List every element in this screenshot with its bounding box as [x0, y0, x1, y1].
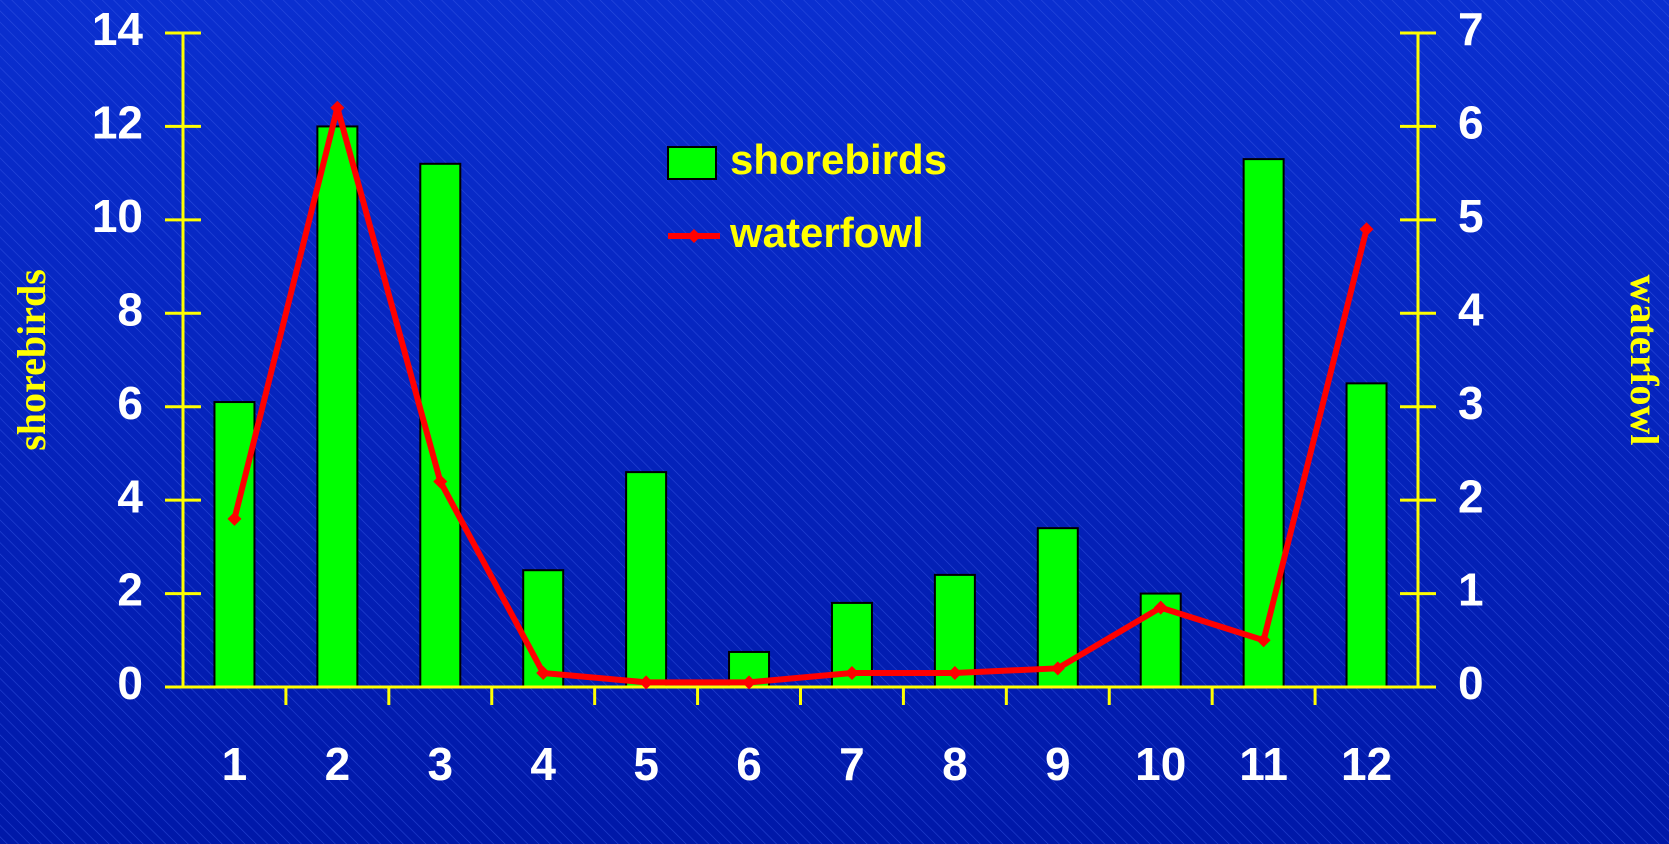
- x-tick-label: 7: [839, 738, 865, 790]
- x-tick-label: 8: [942, 738, 968, 790]
- y2-tick-label: 2: [1458, 470, 1484, 522]
- line-marker: [433, 474, 448, 489]
- legend-marker: [687, 229, 701, 243]
- line-marker: [1153, 600, 1168, 615]
- y-tick-label: 0: [117, 657, 143, 709]
- y2-tick-label: 6: [1458, 97, 1484, 149]
- y-tick-label: 2: [117, 564, 143, 616]
- x-tick-label: 6: [736, 738, 762, 790]
- bar: [1345, 382, 1388, 688]
- bar: [213, 401, 256, 688]
- legend-label: waterfowl: [729, 209, 924, 256]
- y2-tick-label: 0: [1458, 657, 1484, 709]
- y-tick-label: 8: [117, 283, 143, 335]
- x-tick-label: 12: [1341, 738, 1392, 790]
- y-tick-label: 10: [92, 190, 143, 242]
- y2-tick-label: 1: [1458, 564, 1484, 616]
- bar: [625, 471, 668, 688]
- y2-axis-title: waterfowl: [1622, 274, 1667, 445]
- bar: [1036, 527, 1079, 689]
- x-tick-label: 1: [222, 738, 248, 790]
- line: [231, 104, 1370, 686]
- line-marker: [330, 100, 345, 115]
- x-tick-label: 2: [325, 738, 351, 790]
- x-tick-label: 9: [1045, 738, 1071, 790]
- bar: [1242, 158, 1285, 688]
- y2-tick-label: 4: [1458, 283, 1484, 335]
- x-tick-label: 3: [427, 738, 453, 790]
- line-marker: [536, 665, 551, 680]
- y2-tick-label: 7: [1458, 3, 1484, 55]
- bar: [316, 125, 359, 688]
- line-marker: [1256, 633, 1271, 648]
- x-tick-label: 10: [1135, 738, 1186, 790]
- y-tick-label: 12: [92, 97, 143, 149]
- line-marker: [947, 665, 962, 680]
- legend-label: shorebirds: [730, 136, 947, 183]
- x-tick-label: 11: [1239, 738, 1288, 790]
- y-tick-label: 14: [92, 3, 144, 55]
- y-axis-title: shorebirds: [9, 269, 54, 451]
- legend-swatch: [667, 146, 717, 180]
- line-marker: [742, 675, 757, 690]
- y-tick-label: 6: [117, 377, 143, 429]
- y-tick-label: 4: [117, 470, 143, 522]
- line-marker: [1359, 222, 1374, 237]
- line-marker: [1050, 661, 1065, 676]
- line-marker: [227, 511, 242, 526]
- y2-tick-label: 3: [1458, 377, 1484, 429]
- y2-tick-label: 5: [1458, 190, 1484, 242]
- x-tick-label: 4: [530, 738, 556, 790]
- line-marker: [639, 675, 654, 690]
- x-tick-label: 5: [633, 738, 659, 790]
- line-marker: [844, 665, 859, 680]
